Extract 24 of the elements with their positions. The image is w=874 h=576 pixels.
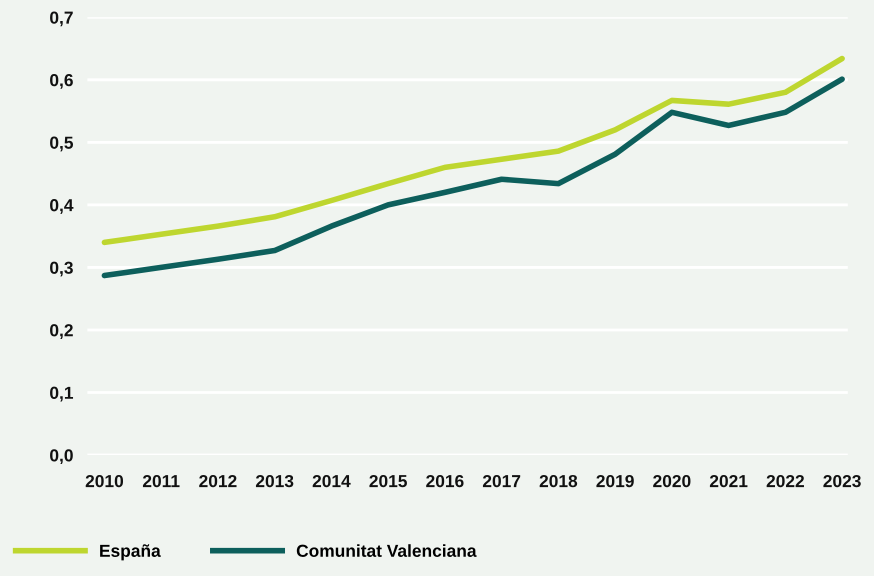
x-tick-label: 2010 (86, 474, 124, 488)
y-tick-label: 0,2 (50, 324, 73, 339)
x-tick-label: 2021 (710, 474, 748, 488)
x-tick-label: 2014 (312, 474, 351, 488)
x-tick-label: 2012 (199, 474, 237, 488)
x-tick-label: 2020 (653, 474, 690, 488)
y-tick-label: 0,1 (50, 386, 74, 402)
legend-label: Comunitat Valenciana (296, 544, 477, 557)
x-tick-label: 2017 (482, 474, 520, 488)
x-tick-label: 2016 (426, 474, 464, 488)
x-tick-label: 2013 (256, 474, 294, 488)
legend-label: España (100, 544, 161, 560)
y-tick-label: 0,7 (50, 11, 73, 26)
y-tick-label: 0,6 (50, 74, 73, 89)
y-tick-label: 0,5 (50, 136, 74, 152)
x-tick-label: 2015 (369, 474, 407, 488)
x-tick-label: 2018 (540, 474, 578, 488)
x-tick-label: 2019 (596, 474, 634, 488)
y-tick-label: 0,3 (50, 262, 73, 276)
x-tick-label: 2022 (766, 474, 804, 488)
y-tick-label: 0,0 (50, 449, 73, 464)
x-tick-label: 2011 (142, 474, 180, 488)
y-tick-label: 0,4 (50, 199, 74, 214)
x-tick-label: 2023 (823, 474, 861, 488)
